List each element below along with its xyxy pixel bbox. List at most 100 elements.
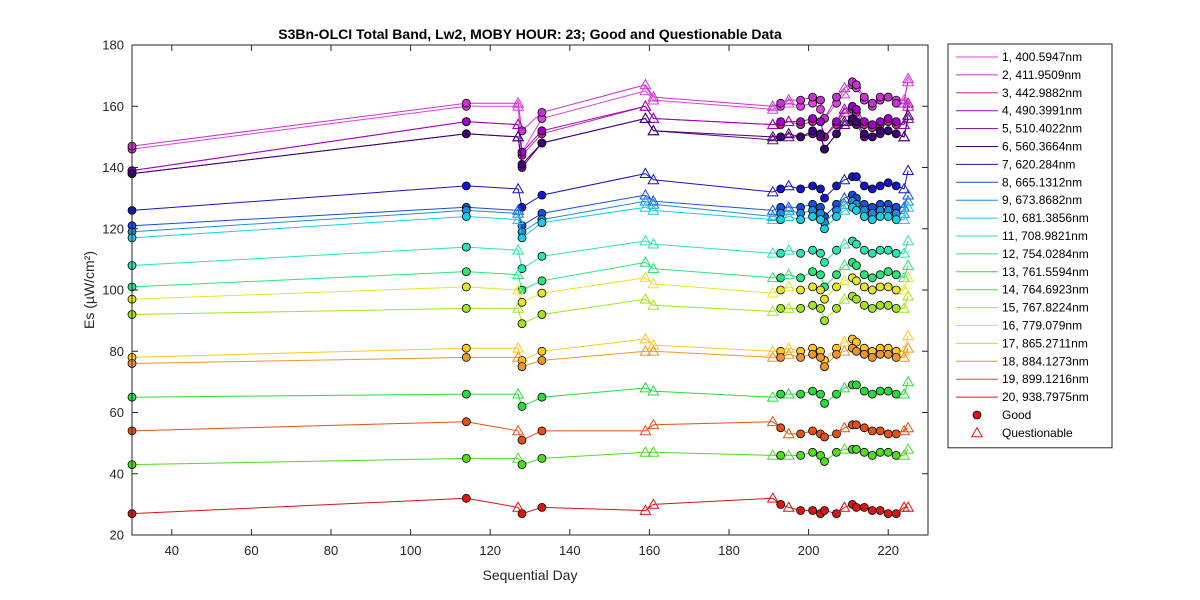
- x-tick-label: 80: [324, 543, 338, 558]
- questionable-point: [782, 427, 795, 439]
- questionable-point: [512, 96, 525, 108]
- questionable-point: [512, 99, 525, 111]
- series-2: [127, 72, 915, 151]
- good-point: [776, 215, 786, 225]
- legend-label: 10, 681.3856nm: [1002, 211, 1089, 225]
- questionable-point: [902, 96, 915, 108]
- questionable-point: [902, 271, 915, 283]
- questionable-point: [766, 345, 779, 356]
- y-tick-label: 80: [110, 344, 124, 359]
- good-point: [891, 303, 901, 313]
- good-point: [517, 159, 527, 169]
- good-point: [832, 429, 841, 439]
- good-point: [867, 120, 877, 129]
- good-point: [867, 426, 877, 436]
- questionable-point: [766, 118, 779, 129]
- questionable-point: [639, 188, 652, 200]
- questionable-point: [512, 243, 525, 255]
- good-point: [859, 181, 869, 191]
- good-point: [832, 212, 841, 221]
- questionable-point: [512, 118, 525, 129]
- questionable-point: [782, 268, 795, 280]
- questionable-point: [782, 204, 795, 215]
- legend-label: 11, 708.9821nm: [1002, 229, 1088, 243]
- good-point: [891, 98, 901, 108]
- good-point: [832, 447, 841, 457]
- good-point: [816, 248, 825, 258]
- series-15: [127, 289, 915, 329]
- questionable-point: [838, 191, 851, 203]
- questionable-point: [782, 210, 795, 221]
- questionable-point: [647, 112, 660, 123]
- questionable-point: [782, 179, 795, 191]
- questionable-point: [639, 424, 652, 436]
- good-point: [852, 205, 861, 215]
- legend-questionable-label: Questionable: [1002, 426, 1073, 440]
- legend-item-good: Good: [972, 408, 1031, 422]
- good-point: [816, 95, 825, 105]
- good-point: [537, 251, 547, 261]
- good-point: [517, 362, 527, 372]
- good-point: [808, 386, 817, 396]
- good-point: [537, 126, 547, 136]
- good-point: [883, 178, 893, 188]
- questionable-point: [766, 213, 779, 224]
- good-point: [832, 181, 841, 191]
- questionable-point: [639, 446, 652, 457]
- good-point: [461, 303, 471, 313]
- chart-title: S3Bn-OLCI Total Band, Lw2, MOBY HOUR: 23…: [278, 26, 782, 42]
- y-axis-label: Es (µW/cm²): [81, 251, 97, 329]
- good-point: [461, 493, 471, 503]
- good-point: [832, 282, 841, 292]
- legend-label: 15, 767.8224nm: [1002, 301, 1089, 315]
- good-point: [796, 215, 805, 225]
- good-point: [820, 257, 829, 267]
- good-point: [852, 380, 861, 390]
- legend-item: 18, 884.1273nm: [956, 354, 1089, 368]
- x-axis-label: Sequential Day: [483, 567, 578, 583]
- series-6: [127, 109, 915, 179]
- legend-label: 16, 779.079nm: [1002, 319, 1082, 333]
- series-18: [127, 341, 915, 372]
- good-point: [808, 181, 817, 191]
- y-tick-label: 100: [102, 283, 124, 298]
- good-point: [808, 267, 817, 277]
- legend-item: 10, 681.3856nm: [956, 211, 1089, 225]
- questionable-point: [647, 90, 660, 102]
- good-point: [517, 233, 527, 243]
- good-point: [517, 319, 527, 329]
- good-point: [517, 264, 527, 274]
- good-point: [820, 224, 829, 234]
- legend-box: [947, 43, 1113, 449]
- x-tick-label: 180: [718, 543, 740, 558]
- questionable-point: [902, 259, 915, 270]
- good-point: [867, 506, 877, 515]
- good-point: [875, 300, 885, 310]
- questionable-point: [512, 452, 525, 463]
- series-17: [127, 329, 915, 365]
- good-point: [816, 303, 825, 313]
- series-19: [127, 415, 915, 445]
- legend-label: 19, 899.1216nm: [1002, 372, 1089, 386]
- questionable-point: [902, 341, 915, 353]
- questionable-point: [838, 118, 851, 129]
- questionable-point: [782, 127, 795, 139]
- good-point: [776, 303, 786, 313]
- good-point: [816, 117, 825, 126]
- legend-label: 2, 411.9509nm: [1002, 68, 1081, 82]
- good-point: [891, 181, 901, 191]
- good-point: [867, 303, 877, 313]
- questionable-point: [902, 421, 915, 433]
- good-point: [891, 117, 901, 126]
- good-point: [832, 129, 841, 139]
- good-point: [816, 215, 825, 225]
- y-tick-label: 60: [110, 405, 124, 420]
- legend-good-label: Good: [1002, 408, 1031, 422]
- good-point: [820, 457, 829, 466]
- questionable-point: [898, 213, 911, 224]
- good-point: [816, 285, 825, 295]
- good-point: [852, 172, 861, 182]
- questionable-point: [512, 351, 525, 362]
- questionable-point: [647, 262, 660, 273]
- good-point: [852, 444, 861, 454]
